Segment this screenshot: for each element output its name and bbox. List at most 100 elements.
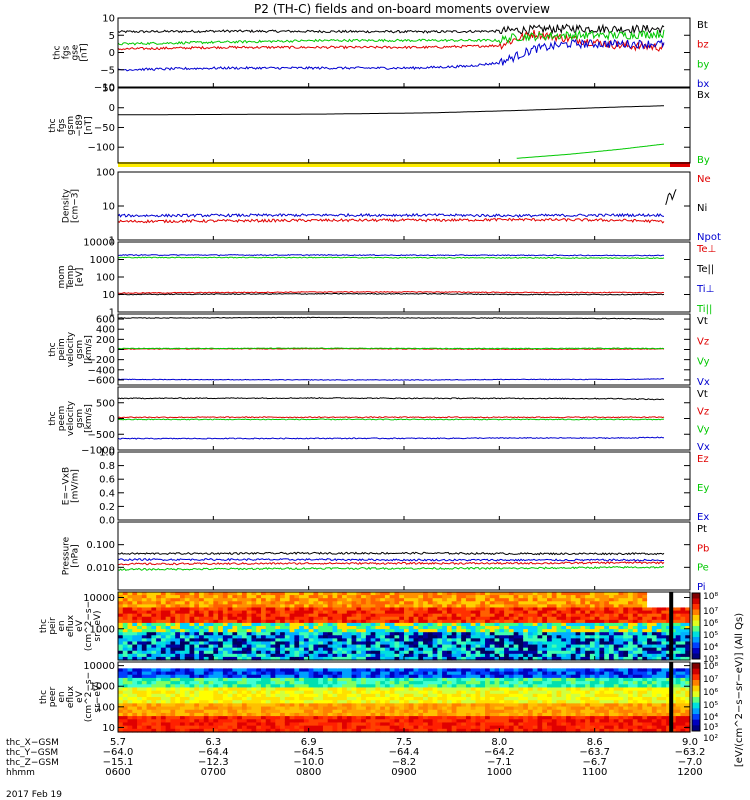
spectrogram-cell xyxy=(365,687,372,692)
spectrogram-cell xyxy=(413,722,419,727)
spectrogram-cell xyxy=(127,638,133,643)
spectrogram-cell xyxy=(499,709,505,714)
spectrogram-cell xyxy=(547,703,553,708)
spectrogram-cell xyxy=(127,709,133,714)
spectrogram-cell xyxy=(322,613,329,618)
spectrogram-cell xyxy=(137,650,143,655)
spectrogram-cell xyxy=(132,687,138,692)
spectrogram-cell xyxy=(570,656,577,661)
spectrogram-cell xyxy=(213,697,219,701)
spectrogram-cell xyxy=(132,647,138,652)
spectrogram-cell xyxy=(137,693,143,698)
spectrogram-cell xyxy=(308,722,315,727)
spectrogram-cell xyxy=(523,709,529,714)
spectrogram-cell xyxy=(370,619,376,624)
spectrogram-cell xyxy=(566,653,572,658)
spectrogram-cell xyxy=(380,662,386,666)
spectrogram-cell xyxy=(280,706,286,711)
spectrogram-cell xyxy=(389,607,396,612)
spectrogram-cell xyxy=(628,607,634,612)
spectrogram-cell xyxy=(179,598,186,602)
spectrogram-cell xyxy=(332,677,338,682)
spectrogram-cell xyxy=(380,653,386,658)
spectrogram-cell xyxy=(294,671,300,676)
spectrogram-cell xyxy=(513,619,519,624)
spectrogram-cell xyxy=(499,644,505,649)
spectrogram-cell xyxy=(265,635,272,639)
spectrogram-cell xyxy=(384,613,391,618)
spectrogram-cell xyxy=(613,635,620,639)
spectrogram-cell xyxy=(494,644,500,649)
spectrogram-cell xyxy=(327,712,334,717)
spectrogram-cell xyxy=(156,668,162,673)
spectrogram-cell xyxy=(251,650,257,655)
spectrogram-cell xyxy=(351,653,357,658)
spectrogram-cell xyxy=(628,653,634,658)
spectrogram-cell xyxy=(461,638,467,643)
spectrogram-cell xyxy=(175,665,181,669)
spectrogram-cell xyxy=(508,616,515,621)
spectrogram-cell xyxy=(380,684,386,689)
spectrogram-cell xyxy=(480,632,486,636)
spectrogram-cell xyxy=(446,728,453,733)
y-tick-label: 1000 xyxy=(90,255,115,266)
spectrogram-cell xyxy=(623,656,629,661)
spectrogram-cell xyxy=(551,677,558,682)
spectrogram-cell xyxy=(513,662,519,666)
spectrogram-cell xyxy=(566,629,572,633)
spectrogram-cell xyxy=(446,626,453,630)
spectrogram-cell xyxy=(308,690,315,695)
spectrogram-cell xyxy=(547,668,553,673)
spectrogram-cell xyxy=(423,725,429,730)
spectrogram-cell xyxy=(322,690,329,695)
spectrogram-cell xyxy=(532,601,539,605)
spectrogram-cell xyxy=(261,681,267,685)
spectrogram-cell xyxy=(170,668,176,673)
spectrogram-cell xyxy=(547,601,553,605)
spectrogram-cell xyxy=(432,716,438,720)
spectrogram-cell xyxy=(361,728,367,733)
spectrogram-cell xyxy=(551,716,558,720)
spectrogram-cell xyxy=(570,632,577,636)
spectrogram-cell xyxy=(446,700,453,704)
spectrogram-cell xyxy=(284,674,291,679)
spectrogram-cell xyxy=(446,725,453,730)
spectrogram-cell xyxy=(137,712,143,717)
spectrogram-cell xyxy=(480,622,486,627)
spectrogram-cell xyxy=(184,619,191,624)
spectrogram-cell xyxy=(160,607,167,612)
spectrogram-cell xyxy=(418,665,424,669)
spectrogram-cell xyxy=(685,641,691,646)
spectrogram-cell xyxy=(222,671,229,676)
spectrogram-cell xyxy=(222,722,229,727)
spectrogram-cell xyxy=(199,641,205,646)
spectrogram-cell xyxy=(418,629,424,633)
spectrogram-cell xyxy=(499,647,505,652)
spectrogram-cell xyxy=(179,632,186,636)
spectrogram-cell xyxy=(127,677,133,682)
spectrogram-cell xyxy=(404,671,410,676)
spectrogram-cell xyxy=(475,725,481,730)
spectrogram-cell xyxy=(461,700,467,704)
spectrogram-cell xyxy=(132,604,138,609)
spectrogram-cell xyxy=(399,662,405,666)
spectrogram-cell xyxy=(432,722,438,727)
spectrogram-cell xyxy=(547,709,553,714)
spectrogram-cell xyxy=(299,601,305,605)
spectrogram-cell xyxy=(327,595,334,599)
series-line-peem-Vt xyxy=(117,397,665,401)
spectrogram-cell xyxy=(261,677,267,682)
spectrogram-cell xyxy=(518,656,524,661)
spectrogram-cell xyxy=(437,626,443,630)
spectrogram-cell xyxy=(141,601,148,605)
spectrogram-cell xyxy=(370,613,376,618)
spectrogram-cell xyxy=(370,592,376,596)
spectrogram-cell xyxy=(241,641,248,646)
spectrogram-cell xyxy=(604,647,610,652)
spectrogram-cell xyxy=(361,693,367,698)
panel-efield: 1.00.80.60.40.20.0E=−VxB [mV/m] xyxy=(62,448,691,527)
spectrogram-cell xyxy=(675,632,682,636)
spectrogram-cell xyxy=(670,601,677,605)
spectrogram-cell xyxy=(623,592,629,596)
